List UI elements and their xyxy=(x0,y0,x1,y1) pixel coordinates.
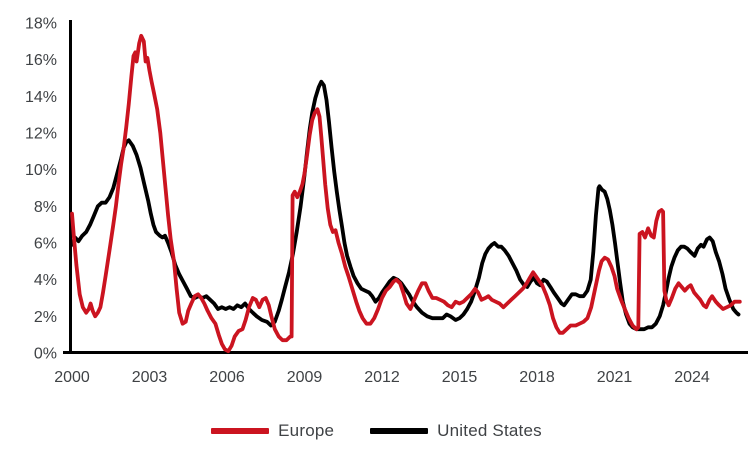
x-axis-tick-label: 2015 xyxy=(442,369,478,386)
legend-label-united-states: United States xyxy=(437,421,542,440)
legend-label-europe: Europe xyxy=(278,421,335,440)
x-axis-tick-label: 2024 xyxy=(674,369,710,386)
y-axis-tick-label: 14% xyxy=(25,89,57,106)
series-line-europe xyxy=(70,33,742,354)
series-lines xyxy=(70,33,742,354)
chart-legend: Europe United States xyxy=(0,421,753,441)
y-axis-tick-labels: 0% 2% 4% 6% 8% 10% 12% 14% 16% 18% xyxy=(25,16,57,363)
x-axis-tick-label: 2000 xyxy=(54,369,90,386)
x-axis-tick-label: 2009 xyxy=(287,369,323,386)
y-axis-tick-label: 12% xyxy=(25,126,57,143)
y-axis-tick-label: 2% xyxy=(34,309,57,326)
y-axis-tick-label: 8% xyxy=(34,199,57,216)
united-states-line-swatch xyxy=(370,428,429,434)
y-axis-tick-label: 0% xyxy=(34,346,57,363)
legend-item-europe: Europe xyxy=(211,421,334,441)
y-axis-tick-label: 16% xyxy=(25,52,57,69)
y-axis-tick-label: 6% xyxy=(34,236,57,253)
y-axis-tick-label: 18% xyxy=(25,16,57,33)
legend-item-united-states: United States xyxy=(370,421,542,441)
x-axis-tick-label: 2003 xyxy=(132,369,168,386)
x-axis-tick-label: 2006 xyxy=(209,369,245,386)
x-axis-tick-label: 2018 xyxy=(519,369,555,386)
y-axis-tick-label: 10% xyxy=(25,162,57,179)
x-axis-tick-label: 2012 xyxy=(364,369,400,386)
x-axis-tick-labels: 2000 2003 2006 2009 2012 2015 2018 2021 2024 xyxy=(54,369,710,386)
x-axis-tick-label: 2021 xyxy=(597,369,633,386)
europe-line-swatch xyxy=(211,428,270,434)
y-axis-tick-label: 4% xyxy=(34,272,57,289)
